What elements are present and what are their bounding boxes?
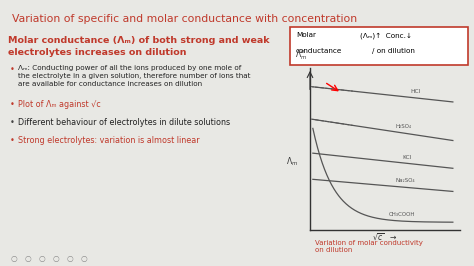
- Text: •: •: [10, 100, 15, 109]
- Text: Molar conductance (Λₘ) of both strong and weak: Molar conductance (Λₘ) of both strong an…: [8, 36, 270, 45]
- X-axis label: $\sqrt{c}$  $\rightarrow$: $\sqrt{c}$ $\rightarrow$: [373, 231, 398, 242]
- Text: H₂SO₄: H₂SO₄: [396, 124, 412, 129]
- Text: •: •: [10, 136, 15, 145]
- Text: ○: ○: [81, 254, 87, 263]
- Text: •: •: [10, 118, 15, 127]
- Text: ○: ○: [67, 254, 73, 263]
- Text: $\Lambda_m^o$: $\Lambda_m^o$: [295, 48, 307, 61]
- Text: ○: ○: [53, 254, 59, 263]
- Text: Na₂SO₄: Na₂SO₄: [396, 178, 415, 184]
- Text: are available for conductance increases on dilution: are available for conductance increases …: [18, 81, 202, 87]
- Text: Variation of molar conductivity
on dilution: Variation of molar conductivity on dilut…: [315, 240, 423, 253]
- Text: Molar: Molar: [296, 32, 316, 38]
- Text: / on dilution: / on dilution: [372, 48, 415, 54]
- Text: Strong electrolytes: variation is almost linear: Strong electrolytes: variation is almost…: [18, 136, 200, 145]
- Text: ○: ○: [39, 254, 46, 263]
- Text: conductance: conductance: [296, 48, 342, 54]
- Text: the electrolyte in a given solution, therefore number of ions that: the electrolyte in a given solution, the…: [18, 73, 250, 79]
- Text: ○: ○: [25, 254, 31, 263]
- Text: CH₃COOH: CH₃COOH: [389, 212, 415, 217]
- Text: ○: ○: [11, 254, 18, 263]
- Text: Plot of Λₘ against √c: Plot of Λₘ against √c: [18, 100, 101, 109]
- Bar: [290, 27, 468, 65]
- Text: (Λₘ)↑  Conc.↓: (Λₘ)↑ Conc.↓: [360, 32, 412, 39]
- Text: •: •: [10, 65, 15, 74]
- Text: HCl: HCl: [410, 89, 420, 94]
- Text: electrolytes increases on dilution: electrolytes increases on dilution: [8, 48, 186, 57]
- Text: $\Lambda_m$: $\Lambda_m$: [286, 156, 298, 168]
- Text: Variation of specific and molar conductance with concentration: Variation of specific and molar conducta…: [12, 14, 357, 24]
- Text: Different behaviour of electrolytes in dilute solutions: Different behaviour of electrolytes in d…: [18, 118, 230, 127]
- Text: KCl: KCl: [403, 155, 412, 160]
- Text: Λₘ: Conducting power of all the ions produced by one mole of: Λₘ: Conducting power of all the ions pro…: [18, 65, 241, 71]
